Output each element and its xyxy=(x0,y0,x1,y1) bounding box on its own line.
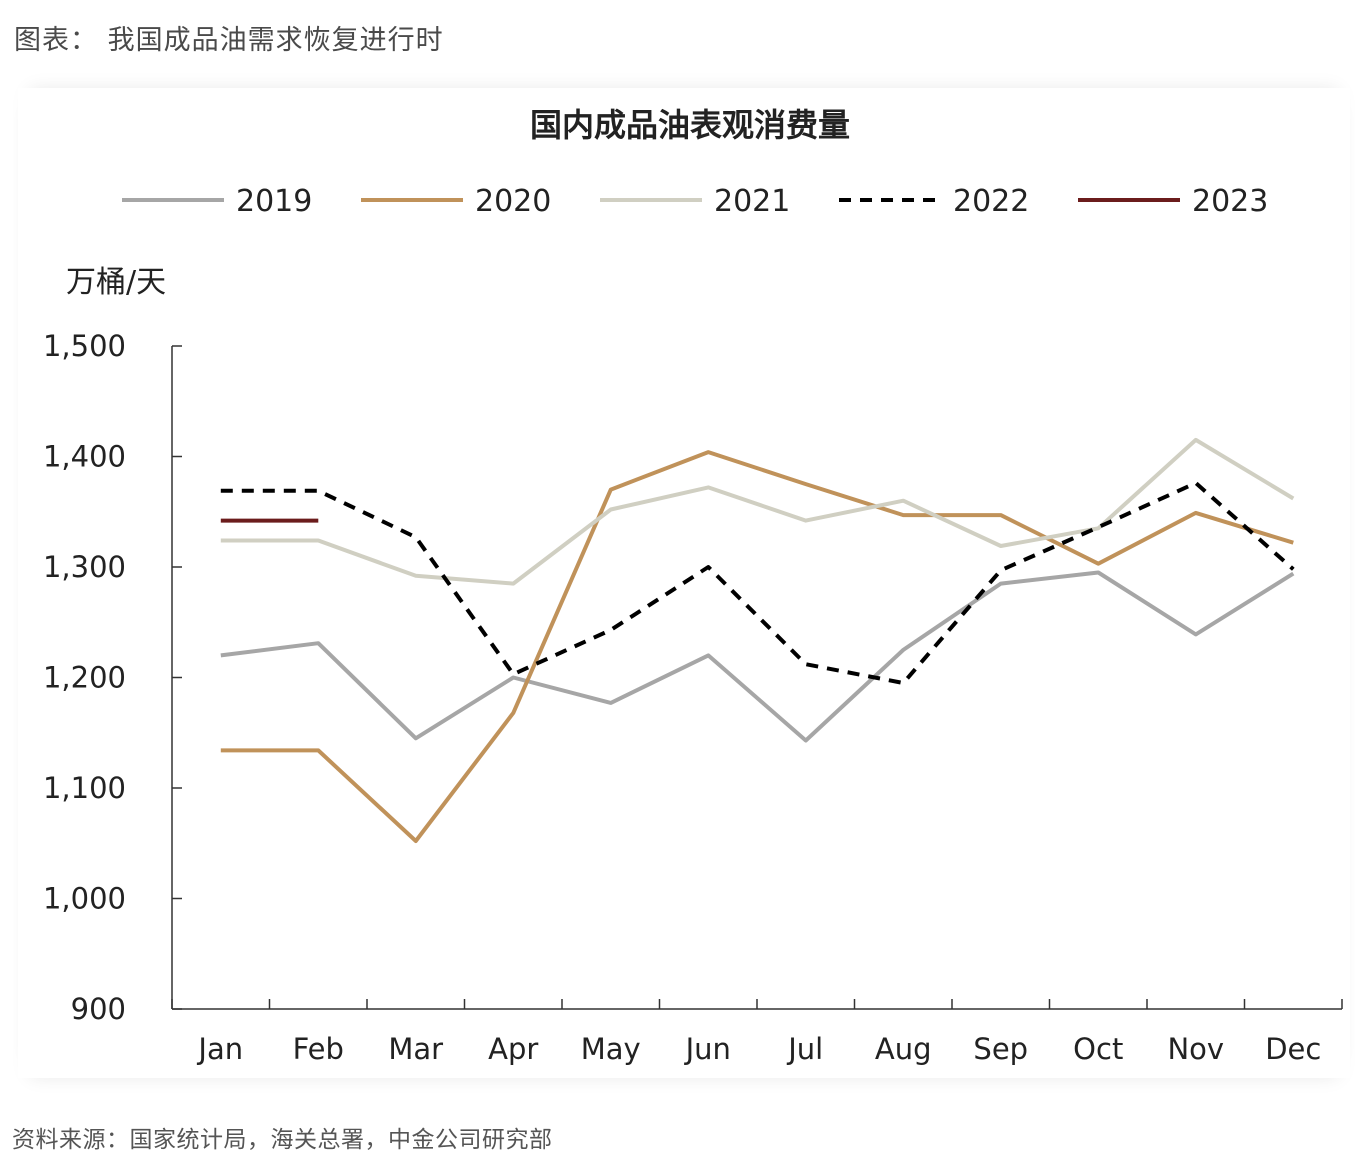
line-chart: 国内成品油表观消费量 2019 2020 2021 2022 2023 万桶/天 900… xyxy=(43,106,1343,1066)
chart-panel: 国内成品油表观消费量 2019 2020 2021 2022 2023 万桶/天 900… xyxy=(18,88,1350,1078)
y-tick-label: 1,400 xyxy=(43,440,126,474)
x-tick-label: Oct xyxy=(1073,1032,1123,1066)
figure-caption: 图表： 我国成品油需求恢复进行时 xyxy=(14,25,444,56)
legend-label-2022: 2022 xyxy=(953,184,1029,219)
x-tick-label: May xyxy=(581,1032,641,1066)
x-tick-label: Apr xyxy=(488,1032,538,1066)
series-line-2022 xyxy=(220,481,1295,685)
legend-label-2020: 2020 xyxy=(475,184,551,219)
chart-series-lines xyxy=(220,437,1295,843)
y-axis-unit-label: 万桶/天 xyxy=(66,265,166,300)
x-tick-label: Sep xyxy=(973,1032,1028,1066)
chart-axes: 900 1,000 1,100 1,200 1,300 1,400 1,500 Jan Feb M… xyxy=(43,329,1343,1066)
chart-title: 国内成品油表观消费量 xyxy=(530,106,850,144)
x-tick-label: Mar xyxy=(388,1032,443,1066)
y-tick-label: 900 xyxy=(71,992,126,1026)
y-tick-label: 1,300 xyxy=(43,550,126,584)
series-line-2020 xyxy=(220,450,1294,843)
y-tick-label: 1,000 xyxy=(43,882,126,916)
series-line-2021 xyxy=(220,437,1295,586)
x-tick-label: Jun xyxy=(684,1032,731,1066)
y-tick-label: 1,500 xyxy=(43,329,126,363)
x-tick-label: Feb xyxy=(293,1032,344,1066)
legend-label-2023: 2023 xyxy=(1192,184,1268,219)
x-tick-label: Aug xyxy=(875,1032,932,1066)
x-tick-label: Jan xyxy=(196,1032,243,1066)
legend-label-2019: 2019 xyxy=(236,184,312,219)
y-tick-label: 1,100 xyxy=(43,771,126,805)
legend-label-2021: 2021 xyxy=(714,184,790,219)
x-tick-label: Dec xyxy=(1265,1032,1321,1066)
chart-legend: 2019 2020 2021 2022 2023 xyxy=(122,184,1268,219)
x-tick-label: Jul xyxy=(786,1032,823,1066)
source-note: 资料来源：国家统计局，海关总署，中金公司研究部 xyxy=(12,1127,553,1153)
y-tick-label: 1,200 xyxy=(43,661,126,695)
series-line-2019 xyxy=(220,570,1295,743)
x-tick-label: Nov xyxy=(1167,1032,1224,1066)
